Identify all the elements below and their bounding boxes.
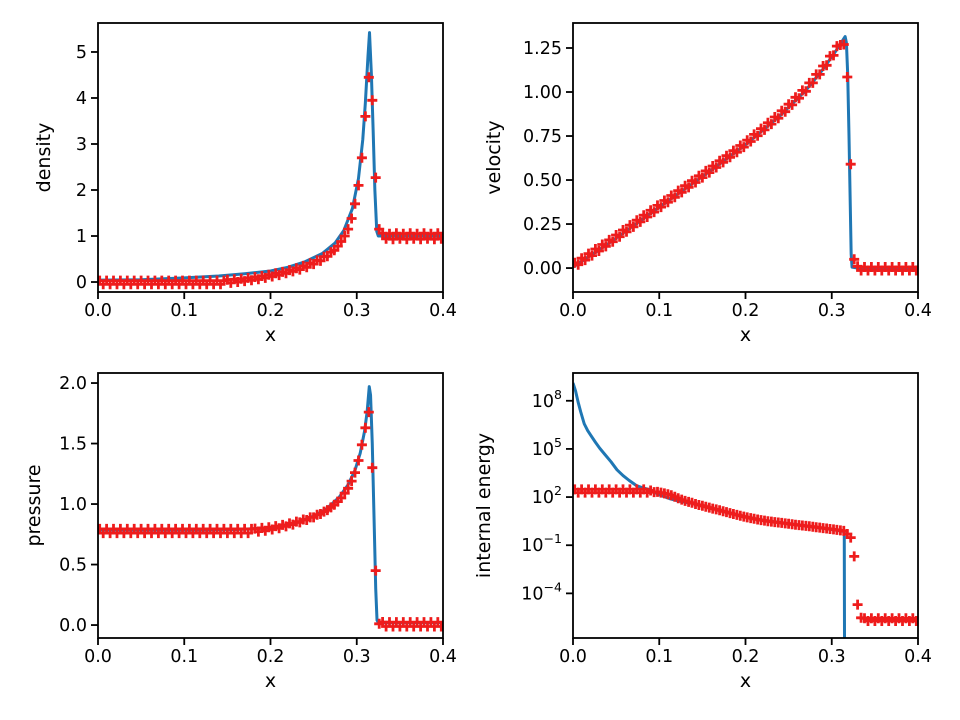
- axes-spines: [97, 372, 444, 639]
- y-tick-label: 105: [532, 435, 562, 460]
- x-tick-label: 0.1: [170, 301, 198, 321]
- y-tick-label: 5: [76, 43, 87, 63]
- y-tick-label: 0.5: [59, 556, 87, 576]
- y-tick-label: 0: [76, 273, 87, 293]
- y-tick-label: 1.0: [59, 495, 87, 515]
- exact-solution-line: [98, 385, 443, 625]
- y-axis-label: internal energy: [473, 433, 495, 578]
- y-axis-label: pressure: [23, 464, 45, 546]
- x-tick-label: 0.3: [343, 647, 371, 667]
- x-tick-label: 0.4: [904, 301, 932, 321]
- x-tick-label: 0.0: [84, 647, 112, 667]
- x-tick-label: 0.1: [170, 647, 198, 667]
- x-tick-label: 0.3: [818, 647, 846, 667]
- x-axis-label: x: [740, 324, 751, 346]
- subplot-density: 0.0 0.1 0.2 0.3 0.4 0 1 2 3 4 5 x density: [33, 22, 457, 346]
- x-axis-label: x: [740, 670, 751, 692]
- y-tick-label: 3: [76, 135, 87, 155]
- y-axis-label: density: [33, 123, 55, 193]
- x-tick-label: 0.4: [429, 301, 457, 321]
- y-tick-label: 0.0: [59, 616, 87, 636]
- y-tick-label: 1.25: [523, 39, 562, 59]
- subplot-pressure: 0.0 0.1 0.2 0.3 0.4 0.0 0.5 1.0 1.5 2.0 x pressure: [23, 372, 457, 692]
- y-tick-label: 0.50: [523, 171, 562, 191]
- y-tick-label: 0.25: [523, 215, 562, 235]
- x-tick-label: 0.3: [818, 301, 846, 321]
- x-tick-label: 0.0: [559, 647, 587, 667]
- exact-solution-line: [573, 35, 918, 270]
- y-tick-label: 2: [76, 181, 87, 201]
- axes-spines: [572, 372, 919, 639]
- simulation-markers: [573, 39, 918, 276]
- y-tick-label: 4: [76, 89, 87, 109]
- x-axis-label: x: [265, 670, 276, 692]
- y-tick-label: 1.00: [523, 83, 562, 103]
- y-tick-label: 1.5: [59, 435, 87, 455]
- y-axis-label: velocity: [483, 120, 505, 194]
- x-tick-label: 0.4: [429, 647, 457, 667]
- y-tick-label: 102: [532, 483, 562, 508]
- x-tick-label: 0.3: [343, 301, 371, 321]
- exact-solution-line: [98, 31, 443, 282]
- y-tick-label: 108: [532, 387, 562, 412]
- simulation-markers: [98, 407, 443, 632]
- simulation-markers: [98, 72, 443, 290]
- subplot-velocity: 0.0 0.1 0.2 0.3 0.4 0.00 0.25 0.50 0.75 1.00 1.25 x…: [483, 22, 932, 346]
- y-tick-label: 10−1: [521, 531, 562, 556]
- x-tick-label: 0.0: [84, 301, 112, 321]
- y-tick-label: 0.75: [523, 127, 562, 147]
- x-tick-label: 0.0: [559, 301, 587, 321]
- x-tick-label: 0.4: [904, 647, 932, 667]
- x-axis-label: x: [265, 324, 276, 346]
- axes-spines: [572, 22, 919, 293]
- subplot-internal-energy: 0.0 0.1 0.2 0.3 0.4 10−4 10−1 102 105 108 x interna…: [473, 372, 932, 692]
- x-tick-label: 0.2: [257, 647, 285, 667]
- x-tick-label: 0.2: [732, 301, 760, 321]
- x-tick-label: 0.2: [732, 647, 760, 667]
- y-tick-label: 10−4: [521, 579, 562, 604]
- y-tick-label: 0.00: [523, 259, 562, 279]
- x-tick-label: 0.1: [645, 647, 673, 667]
- y-tick-label: 1: [76, 227, 87, 247]
- x-tick-label: 0.2: [257, 301, 285, 321]
- simulation-markers: [573, 484, 918, 626]
- x-tick-label: 0.1: [645, 301, 673, 321]
- y-tick-label: 2.0: [59, 374, 87, 394]
- axes-spines: [97, 22, 444, 293]
